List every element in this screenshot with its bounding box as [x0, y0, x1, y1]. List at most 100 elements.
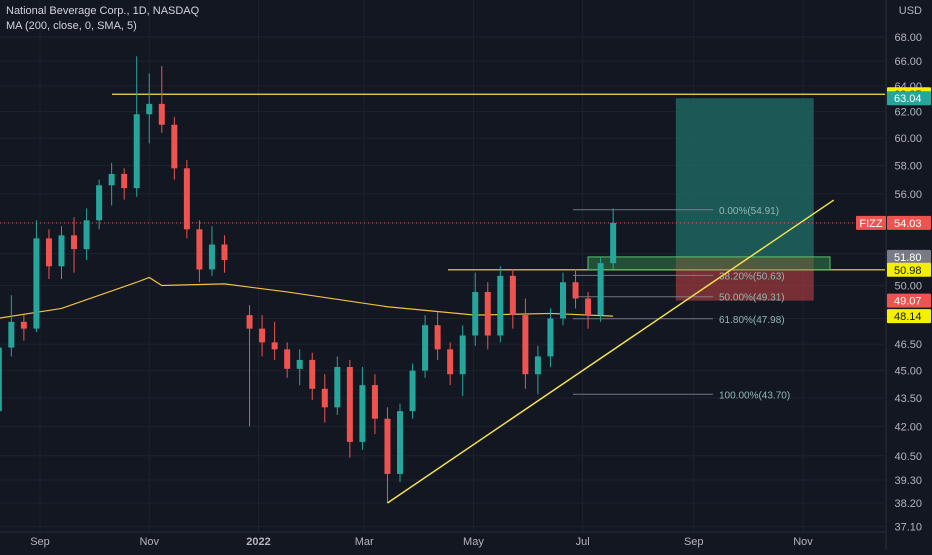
- candle-body: [83, 220, 90, 250]
- candle-body: [8, 321, 15, 348]
- y-tick-label: 43.50: [894, 393, 922, 405]
- candle-body: [559, 282, 566, 319]
- y-tick-label: 40.50: [894, 451, 922, 463]
- y-tick-label: 46.50: [894, 339, 922, 351]
- x-tick-label: 2022: [246, 536, 270, 548]
- price-tag-entry: [887, 249, 931, 264]
- y-tick-label: 58.00: [894, 161, 922, 173]
- candle-body: [359, 385, 366, 442]
- x-tick-label: Jul: [576, 536, 590, 548]
- price-tag-label: 49.07: [894, 296, 922, 308]
- candle-body: [585, 298, 592, 316]
- candle-body: [384, 418, 391, 474]
- y-tick-label: 60.00: [894, 133, 922, 145]
- price-tag-label: 48.14: [894, 311, 922, 323]
- candle-body: [146, 103, 153, 115]
- x-tick-label: May: [463, 536, 484, 548]
- position-profit-zone: [675, 98, 814, 257]
- candle-body: [108, 173, 115, 186]
- indicator-label[interactable]: MA (200, close, 0, SMA, 5): [6, 20, 137, 32]
- x-tick-label: Sep: [30, 536, 50, 548]
- candle-body: [547, 318, 554, 357]
- fib-level-label: 61.80%(47.98): [719, 315, 785, 326]
- y-tick-label: 42.00: [894, 421, 922, 433]
- candle-body: [309, 359, 316, 389]
- x-tick-label: Mar: [355, 536, 374, 548]
- price-tag-stop: [887, 293, 931, 308]
- candle-body: [208, 244, 215, 270]
- candle-body: [96, 185, 103, 221]
- candles-group: [0, 56, 617, 503]
- candle-body: [472, 291, 479, 336]
- symbol-tag-label: FIZZ: [859, 218, 882, 230]
- y-tick-label: 68.00: [894, 32, 922, 44]
- fib-level-label: 100.00%(43.70): [719, 390, 790, 401]
- candle-body: [121, 173, 128, 189]
- y-tick-label: 50.00: [894, 280, 922, 292]
- price-tag-last: [887, 215, 931, 230]
- candle-body: [334, 367, 341, 408]
- y-tick-label: 37.10: [894, 522, 922, 534]
- candle-body: [45, 238, 52, 267]
- candle-body: [597, 263, 604, 316]
- candle-body: [434, 325, 441, 350]
- candle-body: [196, 229, 203, 270]
- candle-body: [259, 328, 266, 343]
- candle-body: [133, 114, 140, 189]
- candle-body: [171, 124, 178, 169]
- symbol-tag: [856, 215, 886, 230]
- ascending-trendline: [387, 199, 835, 504]
- candle-body: [397, 411, 404, 474]
- support-zone: [587, 256, 831, 271]
- symbol-title[interactable]: National Beverage Corp., 1D, NASDAQ: [6, 5, 200, 17]
- candle-body: [33, 238, 40, 329]
- chart-legend: National Beverage Corp., 1D, NASDAQ MA (…: [6, 4, 199, 34]
- candle-body: [422, 325, 429, 371]
- candle-body: [221, 244, 228, 261]
- candle-body: [321, 388, 328, 408]
- x-tick-label: Nov: [793, 536, 813, 548]
- candle-body: [610, 222, 617, 264]
- y-tick-label: 39.30: [894, 475, 922, 487]
- candle-body: [447, 349, 454, 375]
- candle-body: [246, 315, 253, 329]
- price-tag-target: [887, 91, 931, 106]
- y-tick-label: 66.00: [894, 56, 922, 68]
- x-tick-label: Sep: [684, 536, 704, 548]
- candle-body: [509, 275, 516, 316]
- y-tick-label: 45.00: [894, 366, 922, 378]
- candle-body: [459, 335, 466, 375]
- candle-body: [409, 370, 416, 412]
- candle-body: [522, 315, 529, 375]
- price-tag-label: 54.03: [894, 218, 922, 230]
- candle-body: [296, 359, 303, 369]
- candle-body: [572, 282, 579, 299]
- candle-body: [183, 168, 190, 230]
- candle-body: [534, 356, 541, 375]
- candle-body: [71, 235, 78, 250]
- fib-level-label: 38.20%(50.63): [719, 271, 785, 282]
- candle-body: [271, 342, 278, 350]
- candle-body: [0, 347, 2, 412]
- candle-body: [58, 235, 65, 267]
- candle-body: [158, 103, 165, 125]
- price-tag-ma: [887, 309, 931, 324]
- candle-body: [371, 385, 378, 419]
- candle-body: [484, 291, 491, 336]
- price-tag-label: 51.80: [894, 252, 922, 264]
- candle-body: [20, 321, 27, 329]
- candle-body: [497, 275, 504, 336]
- currency-label: USD: [899, 5, 922, 17]
- candle-body: [346, 367, 353, 442]
- x-tick-label: Nov: [139, 536, 159, 548]
- price-tag-label: 50.98: [894, 265, 922, 277]
- price-tag-level: [887, 262, 931, 277]
- fib-level-label: 50.00%(49.31): [719, 293, 785, 304]
- fib-level-label: 0.00%(54.91): [719, 206, 779, 217]
- y-tick-label: 62.00: [894, 107, 922, 119]
- price-tag-label: 63.04: [894, 93, 922, 105]
- candle-body: [284, 349, 291, 369]
- y-tick-label: 56.00: [894, 189, 922, 201]
